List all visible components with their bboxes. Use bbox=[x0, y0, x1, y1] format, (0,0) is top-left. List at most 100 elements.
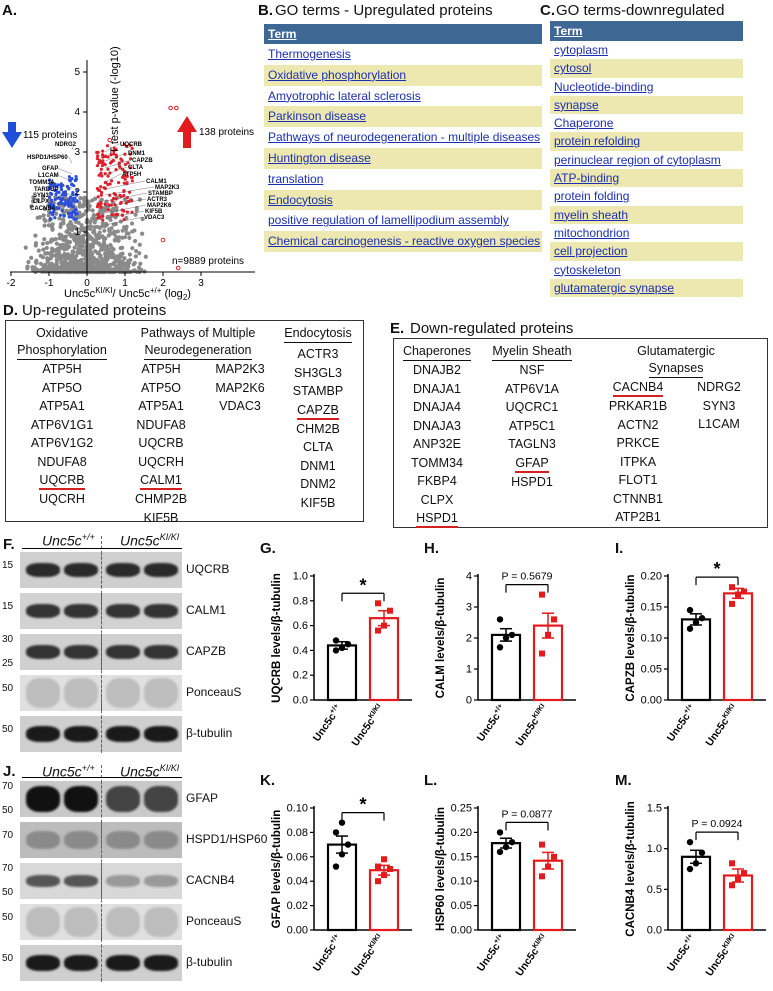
volcano-point bbox=[64, 239, 69, 244]
up-col1-h2: Phosphorylation bbox=[17, 342, 107, 360]
y-tick-label: 0.00 bbox=[451, 925, 472, 937]
blot-band bbox=[64, 786, 98, 812]
y-tick-label: 1 bbox=[466, 664, 472, 676]
data-point bbox=[539, 650, 545, 657]
x-tick-label: Unc5c+/+ bbox=[665, 703, 699, 744]
volcano-point bbox=[51, 200, 56, 205]
volcano-point bbox=[99, 256, 104, 261]
bar-chart-l: 0.00 0.05 0.10 0.15 0.20 0.25 HSP60 levels/β-t… bbox=[435, 803, 576, 979]
go-term-link[interactable]: cell projection bbox=[550, 242, 743, 261]
down-proteins-title: Down-regulated proteins bbox=[410, 320, 574, 337]
go-term-link[interactable]: Endocytosis bbox=[264, 189, 542, 211]
go-term-link[interactable]: cytoplasm bbox=[550, 41, 743, 60]
go-term-link[interactable]: Pathways of neurodegeneration - multiple… bbox=[264, 127, 542, 148]
protein-name: DNAJA3 bbox=[413, 418, 461, 433]
volcano-point bbox=[68, 254, 73, 259]
volcano-point-up bbox=[119, 195, 123, 199]
blot-mw-marker: 50 bbox=[2, 805, 14, 816]
blot-band bbox=[106, 563, 140, 577]
volcano-gene-label: NDRG2 bbox=[55, 142, 77, 148]
volcano-point bbox=[93, 216, 98, 222]
volcano-point bbox=[42, 206, 47, 212]
data-point bbox=[735, 876, 741, 883]
volcano-point bbox=[55, 247, 60, 252]
blot-band bbox=[64, 563, 98, 577]
protein-name: MAP2K3 bbox=[215, 362, 265, 376]
go-up-header: Term bbox=[264, 24, 542, 44]
volcano-point-up bbox=[109, 179, 114, 183]
volcano-point bbox=[97, 230, 102, 235]
protein-name: SYN3 bbox=[702, 398, 736, 413]
panel-letter-j: J. bbox=[3, 763, 16, 780]
volcano-point bbox=[137, 251, 142, 256]
volcano-point bbox=[93, 233, 99, 238]
go-term-link[interactable]: Chaperone bbox=[550, 114, 743, 133]
protein-name: TAGLN3 bbox=[508, 437, 556, 451]
volcano-point bbox=[133, 254, 138, 259]
volcano-point-up bbox=[96, 202, 100, 206]
volcano-point bbox=[58, 243, 63, 248]
protein-name: UQCRH bbox=[138, 454, 184, 469]
go-term-link[interactable]: translation bbox=[264, 168, 542, 190]
go-term-link[interactable]: Chemical carcinogenesis - reactive oxyge… bbox=[264, 231, 542, 252]
go-term-link[interactable]: synapse bbox=[550, 95, 743, 115]
bar-chart-i: 0.00 0.05 0.10 0.15 0.20 CAPZB levels/β-tubul… bbox=[625, 559, 766, 749]
volcano-point bbox=[113, 215, 118, 220]
volcano-up-count: 138 proteins bbox=[199, 127, 254, 138]
volcano-gene-label: CALM1 bbox=[146, 179, 167, 185]
blot-label: CACNB4 bbox=[186, 873, 235, 887]
volcano-point bbox=[94, 240, 99, 245]
y-axis-label: CAPZB levels/β-tubulin bbox=[625, 574, 637, 701]
y-tick-label: 0.25 bbox=[451, 803, 472, 815]
protein-name: CALM1 bbox=[140, 473, 182, 490]
protein-name: ATP6V1A bbox=[505, 381, 559, 396]
protein-name: UQCRB bbox=[39, 473, 85, 490]
protein-name: CLPX bbox=[420, 492, 454, 507]
volcano-point-up bbox=[112, 149, 116, 153]
volcano-point bbox=[67, 222, 72, 227]
data-point bbox=[698, 614, 706, 622]
go-term-link[interactable]: cytosol bbox=[550, 59, 743, 78]
volcano-point bbox=[81, 197, 86, 202]
go-term-link[interactable]: protein refolding bbox=[550, 132, 743, 151]
go-term-link[interactable]: glutamatergic synapse bbox=[550, 278, 743, 298]
go-term-link[interactable]: Oxidative phosphorylation bbox=[264, 64, 542, 86]
go-term-link[interactable]: protein folding bbox=[550, 187, 743, 206]
volcano-point bbox=[73, 263, 79, 268]
data-point bbox=[508, 838, 516, 846]
protein-name: ITPKA bbox=[619, 454, 657, 469]
volcano-point bbox=[136, 265, 142, 270]
go-term-link[interactable]: cytoskeleton bbox=[550, 260, 743, 279]
volcano-xtick: 3 bbox=[198, 278, 204, 289]
blot-band bbox=[106, 907, 140, 937]
go-term-link[interactable]: Nucleotide-binding bbox=[550, 77, 743, 96]
protein-name: DNM1 bbox=[300, 458, 336, 473]
blot-band bbox=[144, 604, 178, 618]
go-term-link[interactable]: mitochondrion bbox=[550, 223, 743, 243]
y-tick-label: 1.5 bbox=[647, 803, 662, 815]
go-term-link[interactable]: Huntington disease bbox=[264, 147, 542, 169]
volcano-point-up bbox=[174, 105, 179, 111]
volcano-point-up bbox=[112, 152, 116, 156]
panel-letter-e: E. bbox=[390, 320, 405, 337]
go-term-link[interactable]: Thermogenesis bbox=[264, 44, 542, 65]
y-tick-label: 1.0 bbox=[647, 843, 662, 855]
blot-band bbox=[106, 726, 140, 742]
go-term-link[interactable]: perinuclear region of cytoplasm bbox=[550, 150, 743, 170]
volcano-point-down bbox=[74, 207, 78, 212]
go-term-link[interactable]: positive regulation of lamellipodium ass… bbox=[264, 210, 542, 232]
protein-name: ATP5A1 bbox=[138, 399, 184, 413]
volcano-point bbox=[29, 255, 34, 260]
volcano-point-up bbox=[107, 137, 113, 143]
volcano-point bbox=[66, 244, 72, 249]
x-tick-label: Unc5c+/+ bbox=[665, 933, 699, 974]
volcano-point-up bbox=[125, 174, 129, 178]
go-term-link[interactable]: Amyotrophic lateral sclerosis bbox=[264, 85, 542, 107]
volcano-total: n=9889 proteins bbox=[172, 256, 244, 267]
go-term-link[interactable]: ATP-binding bbox=[550, 169, 743, 188]
up-arrow-icon bbox=[177, 116, 197, 148]
volcano-plot: -2 -1 0 1 2 3 1 2 3 4 5 T test p-value (-log10) 11… bbox=[2, 46, 255, 300]
go-term-link[interactable]: Parkinson disease bbox=[264, 106, 542, 128]
go-term-link[interactable]: myelin sheath bbox=[550, 205, 743, 224]
volcano-point bbox=[130, 246, 135, 251]
